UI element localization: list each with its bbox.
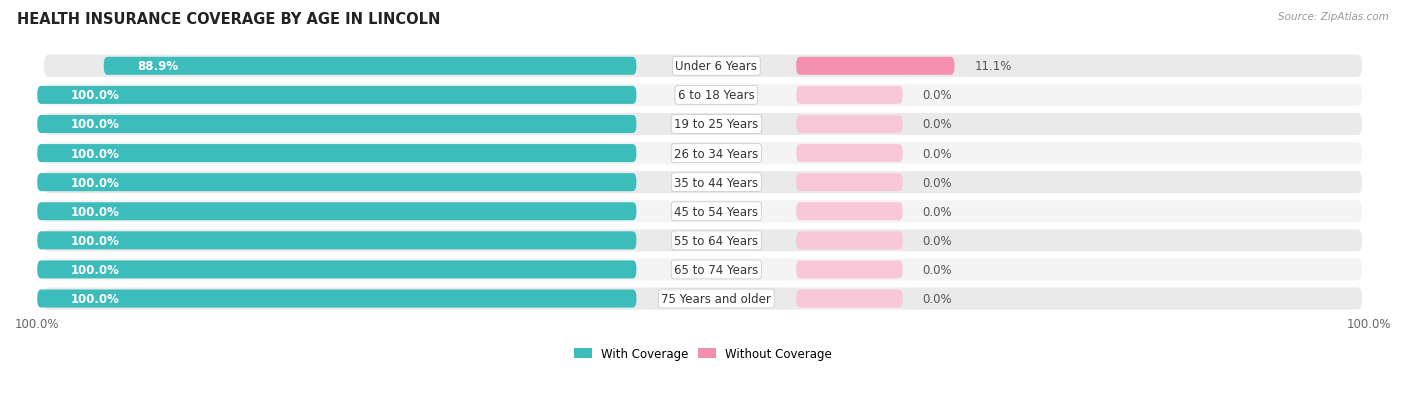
Text: 0.0%: 0.0% — [922, 147, 952, 160]
FancyBboxPatch shape — [44, 201, 1362, 223]
Text: HEALTH INSURANCE COVERAGE BY AGE IN LINCOLN: HEALTH INSURANCE COVERAGE BY AGE IN LINC… — [17, 12, 440, 27]
FancyBboxPatch shape — [796, 174, 903, 192]
Text: 0.0%: 0.0% — [922, 176, 952, 189]
Text: 65 to 74 Years: 65 to 74 Years — [675, 263, 758, 276]
FancyBboxPatch shape — [37, 232, 637, 250]
FancyBboxPatch shape — [796, 232, 903, 250]
FancyBboxPatch shape — [796, 203, 903, 221]
Text: 0.0%: 0.0% — [922, 205, 952, 218]
Text: 100.0%: 100.0% — [70, 205, 120, 218]
Text: 26 to 34 Years: 26 to 34 Years — [675, 147, 758, 160]
FancyBboxPatch shape — [796, 87, 903, 104]
FancyBboxPatch shape — [44, 230, 1362, 252]
Text: 6 to 18 Years: 6 to 18 Years — [678, 89, 755, 102]
Text: 75 Years and older: 75 Years and older — [661, 292, 772, 305]
Text: 0.0%: 0.0% — [922, 118, 952, 131]
Text: 100.0%: 100.0% — [70, 263, 120, 276]
FancyBboxPatch shape — [44, 288, 1362, 310]
FancyBboxPatch shape — [37, 145, 637, 163]
FancyBboxPatch shape — [796, 261, 903, 279]
FancyBboxPatch shape — [37, 203, 637, 221]
Text: Source: ZipAtlas.com: Source: ZipAtlas.com — [1278, 12, 1389, 22]
FancyBboxPatch shape — [37, 261, 637, 279]
Text: 0.0%: 0.0% — [922, 263, 952, 276]
FancyBboxPatch shape — [104, 58, 637, 76]
FancyBboxPatch shape — [44, 56, 1362, 78]
FancyBboxPatch shape — [796, 58, 955, 76]
Text: 100.0%: 100.0% — [70, 118, 120, 131]
FancyBboxPatch shape — [44, 259, 1362, 281]
Text: 100.0%: 100.0% — [70, 89, 120, 102]
FancyBboxPatch shape — [44, 142, 1362, 165]
Text: 100.0%: 100.0% — [70, 176, 120, 189]
FancyBboxPatch shape — [796, 116, 903, 134]
FancyBboxPatch shape — [44, 172, 1362, 194]
Text: 100.0%: 100.0% — [70, 292, 120, 305]
Text: 88.9%: 88.9% — [136, 60, 179, 73]
Text: 100.0%: 100.0% — [70, 234, 120, 247]
Text: 11.1%: 11.1% — [974, 60, 1012, 73]
Text: 0.0%: 0.0% — [922, 234, 952, 247]
FancyBboxPatch shape — [37, 116, 637, 134]
FancyBboxPatch shape — [37, 87, 637, 104]
Text: 100.0%: 100.0% — [70, 147, 120, 160]
FancyBboxPatch shape — [796, 290, 903, 308]
Text: 19 to 25 Years: 19 to 25 Years — [675, 118, 758, 131]
Text: 45 to 54 Years: 45 to 54 Years — [675, 205, 758, 218]
Text: 0.0%: 0.0% — [922, 89, 952, 102]
FancyBboxPatch shape — [37, 174, 637, 192]
Text: 0.0%: 0.0% — [922, 292, 952, 305]
Text: 55 to 64 Years: 55 to 64 Years — [675, 234, 758, 247]
Text: Under 6 Years: Under 6 Years — [675, 60, 758, 73]
FancyBboxPatch shape — [796, 145, 903, 163]
FancyBboxPatch shape — [44, 114, 1362, 136]
FancyBboxPatch shape — [44, 85, 1362, 107]
Legend: With Coverage, Without Coverage: With Coverage, Without Coverage — [569, 342, 837, 365]
FancyBboxPatch shape — [37, 290, 637, 308]
Text: 35 to 44 Years: 35 to 44 Years — [675, 176, 758, 189]
